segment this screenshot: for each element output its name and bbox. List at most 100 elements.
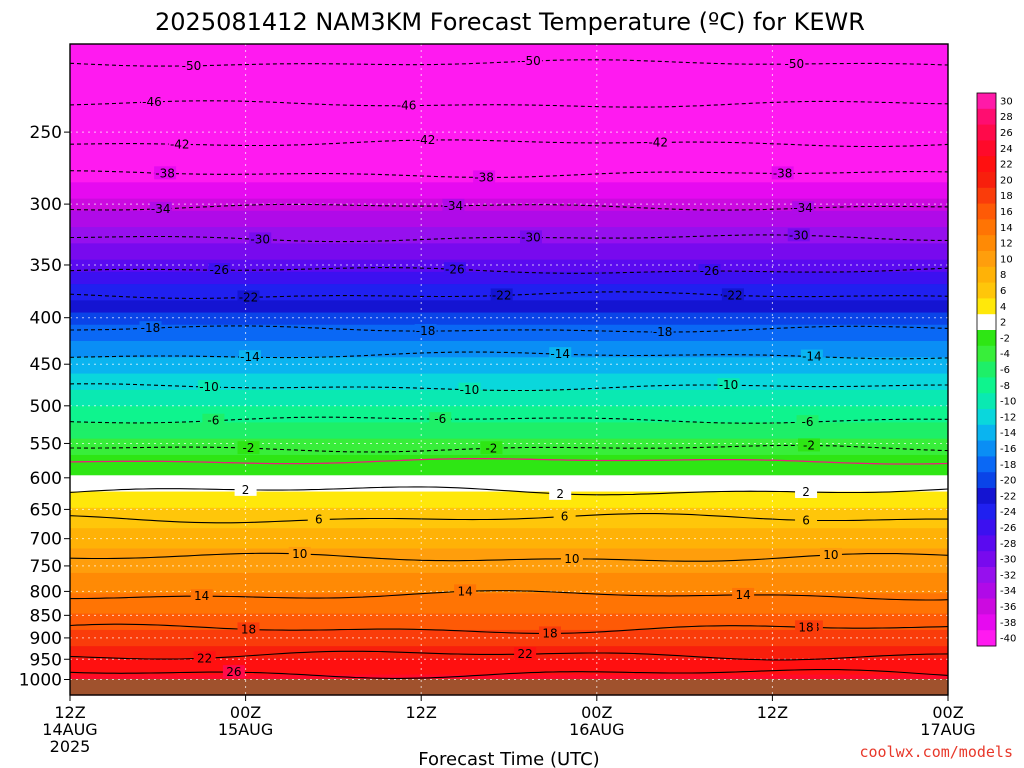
contour-line: [69, 650, 949, 661]
temperature-band: [70, 483, 948, 489]
temperature-band: [70, 650, 948, 655]
temperature-band: [70, 178, 948, 183]
y-tick-label: 600: [30, 469, 62, 489]
y-tick-label: 350: [30, 256, 62, 276]
temperature-band: [70, 511, 948, 517]
colorbar-label: 10: [1000, 254, 1013, 265]
temperature-band: [70, 646, 948, 651]
colorbar-label: 12: [1000, 239, 1013, 250]
colorbar-label: -28: [1000, 539, 1016, 550]
temperature-band: [70, 658, 948, 664]
temperature-band: [70, 349, 948, 354]
contour-line: [70, 325, 949, 333]
colorbar-label: -2: [1000, 333, 1010, 344]
contour-label-bg: [414, 132, 437, 146]
colorbar-swatch: [977, 156, 996, 173]
temperature-band: [70, 393, 948, 399]
colorbar-swatch: [977, 251, 996, 268]
x-tick-label: 2025: [50, 737, 91, 756]
contour-label: 10: [292, 547, 307, 561]
temperature-band: [70, 194, 948, 200]
colorbar-swatch: [977, 456, 996, 473]
temperature-band: [70, 402, 948, 407]
x-tick-label: 12Z: [757, 703, 788, 722]
contour-line: [69, 669, 949, 679]
contour-label: 18: [542, 626, 557, 640]
contour-label-bg: [454, 584, 477, 598]
colorbar-label: 22: [1000, 160, 1013, 171]
colorbar-swatch: [977, 345, 996, 362]
contour-label: 10: [823, 548, 838, 562]
temperature-band: [70, 235, 948, 240]
temperature-band: [70, 357, 948, 362]
colorbar-label: -32: [1000, 570, 1016, 581]
temperature-band: [70, 214, 948, 220]
temperature-band: [70, 72, 948, 78]
temperature-band: [70, 552, 948, 558]
y-axis: 250 300 350 400 450 500 550 600 650 700 750 800 850 9…: [19, 123, 70, 691]
contour-label: 18: [241, 622, 256, 636]
contour-label-bg: [553, 509, 576, 523]
temperature-band: [70, 60, 948, 65]
contour-label-bg: [168, 137, 191, 151]
temperature-band: [70, 422, 948, 428]
contour-label-bg: [795, 620, 818, 634]
contour-label: -18: [416, 324, 436, 338]
temperature-band: [70, 385, 948, 391]
y-tick-label: 1000: [19, 671, 62, 691]
temperature-band: [70, 442, 948, 448]
temperature-band: [70, 109, 948, 114]
temperature-band: [70, 572, 948, 578]
contour-label-bg: [549, 486, 572, 500]
x-tick-label: 00Z: [581, 703, 612, 722]
temperature-band: [70, 369, 948, 375]
contour-label-bg: [549, 347, 572, 361]
colorbar-swatch: [977, 424, 996, 441]
temperature-band: [70, 80, 948, 86]
contour-label: -14: [550, 347, 570, 361]
contour-label: -2: [803, 438, 815, 452]
contour-label: -30: [521, 230, 541, 244]
colorbar-label: -4: [1000, 349, 1010, 360]
contour-label-bg: [519, 230, 542, 244]
temperature-band: [70, 44, 948, 49]
colorbar-frame: [976, 92, 997, 647]
contour-line: [69, 170, 949, 178]
contour-line: [69, 267, 949, 274]
temperature-band: [70, 438, 948, 444]
temperature-band: [70, 556, 948, 562]
credit-link[interactable]: coolwx.com/models: [859, 743, 1013, 761]
contour-label: 22: [197, 651, 212, 665]
temperature-band: [70, 454, 948, 460]
temperature-band: [70, 328, 948, 334]
temperature-band: [70, 479, 948, 485]
temperature-band: [70, 68, 948, 74]
temperature-band: [70, 284, 948, 289]
colorbar-swatch: [977, 472, 996, 489]
contour-label: 2: [556, 487, 564, 501]
contour-label: -2: [243, 441, 255, 455]
contour-label-bg: [792, 201, 815, 215]
temperature-band: [70, 275, 948, 281]
temperature-band: [70, 332, 948, 338]
contour-label: -10: [460, 383, 480, 397]
temperature-band: [70, 145, 948, 151]
temperature-band: [70, 353, 948, 358]
colorbar-swatch: [977, 582, 996, 599]
colorbar-label: 26: [1000, 128, 1013, 139]
y-tick-label: 950: [30, 650, 62, 670]
temperature-band: [70, 210, 948, 216]
contour-label: -34: [444, 199, 464, 213]
contour-label: -2: [485, 441, 497, 455]
colorbar-swatch: [977, 409, 996, 426]
colorbar-swatch: [977, 330, 996, 347]
temperature-band: [70, 206, 948, 212]
contour-label-bg: [190, 589, 213, 603]
contour-label-bg: [514, 647, 537, 661]
temperature-band: [70, 642, 948, 647]
temperature-band: [70, 113, 948, 118]
y-tick-label: 750: [30, 557, 62, 577]
contour-label-bg: [140, 94, 163, 108]
contour-label-bg: [180, 58, 203, 72]
temperature-band: [70, 585, 948, 590]
